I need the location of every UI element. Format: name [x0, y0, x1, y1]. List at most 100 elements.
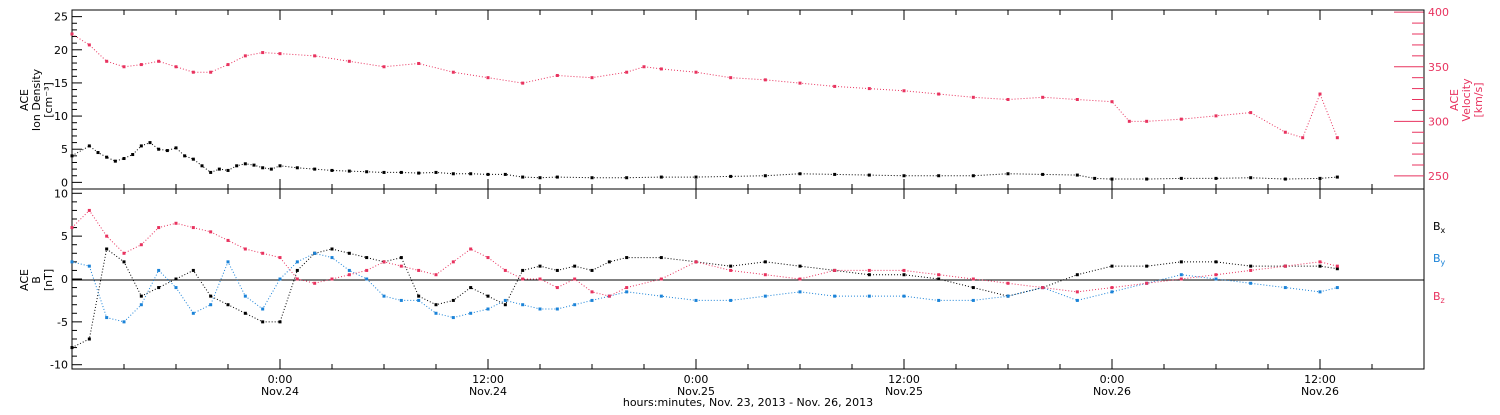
- density-label-line-2: Ion Density: [30, 68, 43, 131]
- legend-bz: Bz: [1433, 290, 1445, 305]
- bx-point: [798, 264, 802, 268]
- bz-point: [365, 268, 369, 272]
- density-point: [486, 172, 490, 176]
- bx-point: [1145, 264, 1149, 268]
- velocity-point: [763, 78, 767, 82]
- density-tick-label: 15: [54, 77, 68, 90]
- by-point: [1283, 286, 1287, 290]
- b-tick-label: 0: [61, 273, 68, 286]
- by-point: [833, 294, 837, 298]
- panel2-left-axis: -10 -5 0 5 10: [50, 187, 82, 372]
- density-point: [417, 171, 421, 175]
- velocity-point: [226, 63, 230, 67]
- bz-point: [1214, 273, 1218, 277]
- x-tick-date: Nov.26: [1301, 385, 1339, 398]
- density-point: [971, 174, 975, 178]
- x-axis: 0:00Nov.2412:00Nov.240:00Nov.2512:00Nov.…: [71, 10, 1425, 398]
- by-point: [365, 277, 369, 281]
- bz-point: [1179, 277, 1183, 281]
- by-point: [625, 290, 629, 294]
- density-label-line-3: [cm⁻³]: [42, 82, 55, 118]
- velocity-point: [105, 59, 109, 63]
- velocity-point: [157, 59, 161, 63]
- bx-point: [867, 273, 871, 277]
- bz-point: [937, 273, 941, 277]
- density-tick-label: 0: [61, 176, 68, 189]
- bx-point: [469, 286, 473, 290]
- velocity-point: [191, 70, 195, 74]
- by-point-trace: [71, 252, 1338, 323]
- b-label-line-2: B: [30, 276, 43, 284]
- velocity-label-line-2: Velocity: [1460, 78, 1473, 122]
- b-label-line-1: ACE: [18, 269, 31, 291]
- bx-point: [191, 268, 195, 272]
- density-point: [122, 157, 126, 161]
- bz-point: [538, 277, 542, 281]
- bz-point: [902, 268, 906, 272]
- velocity-point: [122, 65, 126, 69]
- x-tick-date: Nov.24: [469, 385, 507, 398]
- density-point: [659, 175, 663, 179]
- density-point: [209, 170, 213, 174]
- velocity-point: [1041, 95, 1045, 99]
- bz-point: [1006, 281, 1010, 285]
- density-point: [347, 169, 351, 173]
- x-tick-date: Nov.25: [885, 385, 923, 398]
- bz-point: [1335, 264, 1339, 268]
- by-point: [157, 268, 161, 272]
- by-point: [555, 307, 559, 311]
- velocity-point: [937, 92, 941, 96]
- by-point: [278, 277, 282, 281]
- bx-point: [590, 268, 594, 272]
- bx-point: [659, 256, 663, 260]
- b-tick-label: -10: [50, 359, 68, 372]
- density-point: [313, 167, 317, 171]
- velocity-tick-label: 400: [1428, 6, 1449, 19]
- bx-point: [503, 303, 507, 307]
- bz-point: [659, 277, 663, 281]
- bz-point: [313, 281, 317, 285]
- panel1-right-label: ACE Velocity [km/s]: [1448, 78, 1485, 122]
- bz-point: [226, 238, 230, 242]
- velocity-label-line-3: [km/s]: [1472, 82, 1485, 117]
- x-tick-time: 0:00: [268, 373, 293, 386]
- velocity-point: [382, 65, 386, 69]
- density-point: [330, 168, 334, 172]
- by-point: [347, 268, 351, 272]
- panel2-left-label: ACE B [nT]: [18, 269, 55, 291]
- bx-point: [417, 294, 421, 298]
- density-point: [937, 174, 941, 178]
- velocity-point: [521, 81, 525, 85]
- velocity-point: [642, 65, 646, 69]
- density-point-trace: [71, 142, 1338, 180]
- velocity-point: [1335, 136, 1339, 140]
- velocity-point: [209, 70, 213, 74]
- x-tick-time: 0:00: [684, 373, 709, 386]
- density-point: [157, 147, 161, 151]
- x-tick-date: Nov.24: [261, 385, 299, 398]
- by-point: [1179, 273, 1183, 277]
- velocity-tick-label: 250: [1428, 170, 1449, 183]
- by-point: [971, 298, 975, 302]
- density-point: [382, 170, 386, 174]
- density-point: [867, 173, 871, 177]
- velocity-point: [1006, 98, 1010, 101]
- bx-point: [971, 286, 975, 290]
- bz-point: [295, 277, 299, 281]
- density-tick-label: 10: [54, 110, 68, 123]
- velocity-point: [451, 70, 455, 74]
- bz-point: [1145, 281, 1149, 285]
- bx-point: [937, 277, 941, 281]
- bz-point: [1110, 286, 1114, 290]
- bx-point: [295, 268, 299, 272]
- bz-point: [729, 268, 733, 272]
- bz-point: [833, 268, 837, 272]
- velocity-point: [87, 43, 91, 47]
- bz-point: [694, 260, 698, 264]
- density-point: [503, 172, 507, 176]
- bx-point: [174, 277, 178, 281]
- bx-point: [330, 247, 334, 251]
- b-tick-label: -5: [57, 316, 68, 329]
- bx-point: [209, 294, 213, 298]
